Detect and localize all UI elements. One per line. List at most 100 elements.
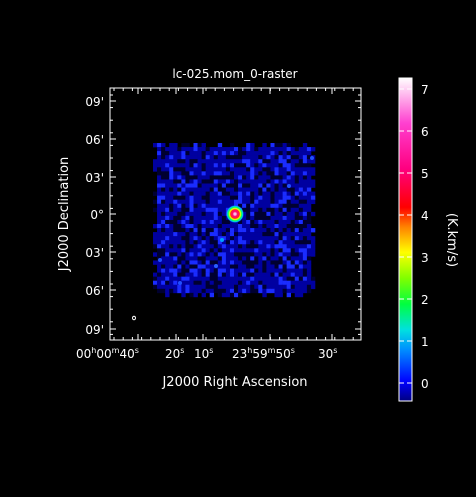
map-pixel	[185, 155, 190, 160]
map-pixel	[229, 143, 235, 148]
map-pixel	[286, 252, 291, 257]
map-pixel	[246, 232, 251, 237]
map-pixel	[298, 288, 304, 294]
map-pixel	[201, 244, 206, 249]
map-pixel	[185, 215, 190, 221]
map-pixel	[213, 179, 219, 184]
map-pixel	[225, 224, 231, 229]
map-pixel	[274, 260, 279, 265]
map-pixel	[185, 191, 190, 196]
map-pixel	[213, 187, 219, 192]
map-pixel	[238, 163, 243, 168]
map-pixel	[157, 183, 162, 188]
map-pixel	[197, 143, 202, 148]
map-pixel	[169, 171, 174, 176]
map-pixel	[274, 183, 279, 188]
map-pixel	[306, 244, 312, 249]
map-pixel	[270, 228, 275, 233]
map-pixel	[217, 284, 223, 290]
map-pixel	[234, 175, 239, 180]
map-pixel	[234, 240, 239, 245]
map-pixel	[262, 284, 267, 290]
map-pixel	[298, 175, 304, 180]
map-pixel	[278, 252, 283, 257]
colorbar-label: (K.km/s)	[444, 213, 459, 267]
map-pixel	[298, 171, 304, 176]
map-pixel	[294, 159, 300, 164]
map-pixel	[290, 147, 296, 152]
map-pixel	[197, 183, 202, 188]
map-pixel	[221, 260, 227, 265]
x-tick-label: 30s	[318, 346, 337, 361]
map-pixel	[161, 215, 166, 221]
map-pixel	[278, 163, 283, 168]
map-pixel	[197, 175, 202, 180]
map-pixel	[201, 228, 206, 233]
map-pixel	[157, 215, 162, 221]
map-pixel	[193, 244, 198, 249]
map-pixel	[205, 183, 210, 188]
map-pixel	[266, 256, 271, 261]
map-pixel	[302, 252, 308, 257]
map-pixel	[298, 219, 304, 225]
map-pixel	[209, 219, 215, 225]
map-pixel	[262, 207, 267, 213]
map-pixel	[258, 224, 263, 229]
map-pixel	[157, 187, 162, 192]
map-pixel	[201, 171, 206, 176]
map-pixel	[209, 199, 215, 205]
map-pixel	[173, 284, 178, 290]
map-pixel	[169, 244, 174, 249]
map-pixel	[201, 288, 206, 294]
map-pixel	[161, 276, 166, 281]
map-pixel	[250, 195, 255, 200]
map-pixel	[165, 280, 170, 286]
map-pixel	[193, 175, 198, 180]
map-pixel	[169, 264, 174, 269]
map-pixel	[298, 264, 304, 269]
map-pixel	[278, 284, 283, 290]
map-pixel	[205, 199, 210, 205]
map-pixel	[181, 268, 186, 273]
map-pixel	[258, 260, 263, 265]
map-pixel	[205, 260, 210, 265]
map-pixel	[225, 203, 231, 209]
map-pixel	[193, 171, 198, 176]
map-pixel	[266, 272, 271, 277]
map-pixel	[201, 284, 206, 290]
map-pixel	[185, 179, 190, 184]
map-pixel	[286, 203, 291, 209]
map-pixel	[165, 232, 170, 237]
map-pixel	[173, 207, 178, 213]
map-pixel	[165, 159, 170, 164]
map-pixel	[242, 147, 247, 152]
map-pixel	[209, 256, 215, 261]
map-pixel	[217, 256, 223, 261]
map-pixel	[302, 276, 308, 281]
map-pixel	[173, 143, 178, 148]
map-pixel	[266, 288, 271, 294]
map-pixel	[254, 268, 259, 273]
map-pixel	[294, 195, 300, 200]
map-pixel	[266, 240, 271, 245]
map-pixel	[157, 264, 162, 269]
map-pixel	[242, 207, 247, 213]
map-pixel	[234, 264, 239, 269]
map-pixel	[306, 240, 312, 245]
map-pixel	[306, 288, 312, 294]
map-pixel	[177, 219, 182, 225]
map-pixel	[270, 288, 275, 294]
map-pixel	[274, 163, 279, 168]
map-pixel	[221, 240, 227, 245]
map-pixel	[306, 151, 312, 156]
map-pixel	[177, 284, 182, 290]
map-pixel	[177, 260, 182, 265]
map-pixel	[266, 264, 271, 269]
map-pixel	[298, 159, 304, 164]
map-pixel	[197, 236, 202, 241]
noise-speck	[310, 156, 314, 160]
map-pixel	[254, 252, 259, 257]
map-pixel	[238, 264, 243, 269]
map-pixel	[161, 288, 166, 294]
map-pixel	[290, 171, 296, 176]
